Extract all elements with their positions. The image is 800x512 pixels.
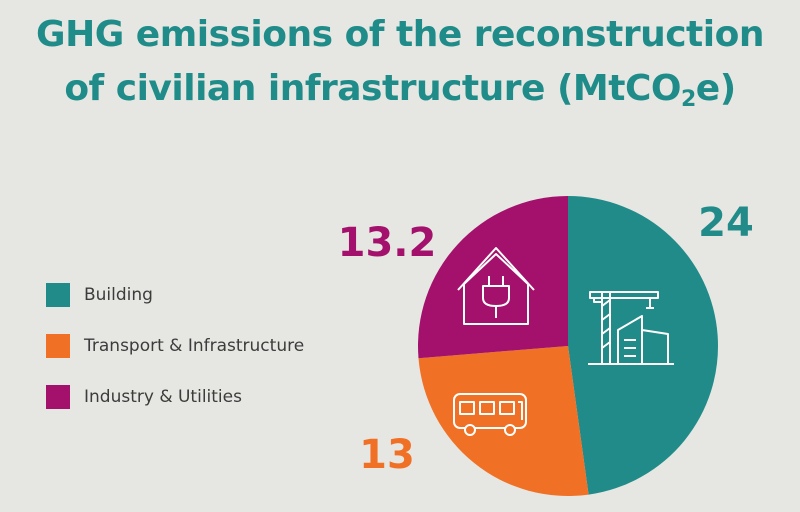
title-subscript: 2 <box>680 87 696 112</box>
legend: Building Transport & Infrastructure Indu… <box>46 282 304 435</box>
legend-item-industry: Industry & Utilities <box>46 384 304 410</box>
value-label-transport: 13 <box>359 432 415 478</box>
legend-item-transport: Transport & Infrastructure <box>46 333 304 359</box>
legend-item-building: Building <box>46 282 304 308</box>
legend-label-transport: Transport & Infrastructure <box>84 336 305 356</box>
title-line-1: GHG emissions of the reconstruction <box>36 14 764 55</box>
legend-swatch-building <box>46 283 70 307</box>
title-line-2: of civilian infrastructure (MtCO2e) <box>0 62 800 116</box>
legend-label-industry: Industry & Utilities <box>84 387 242 407</box>
house-plug-icon <box>457 247 535 325</box>
bus-icon <box>453 393 527 436</box>
value-label-building: 24 <box>698 200 754 246</box>
pie-slice-industry <box>418 196 568 359</box>
title-line-2-end: e) <box>695 68 736 109</box>
legend-swatch-industry <box>46 385 70 409</box>
legend-label-building: Building <box>84 285 153 305</box>
value-label-industry: 13.2 <box>338 220 437 266</box>
chart-title: GHG emissions of the reconstruction of c… <box>0 8 800 116</box>
crane-building-icon <box>588 291 674 365</box>
title-line-2-text: of civilian infrastructure (MtCO <box>64 68 681 109</box>
pie-slice-transport <box>418 346 589 496</box>
legend-swatch-transport <box>46 334 70 358</box>
